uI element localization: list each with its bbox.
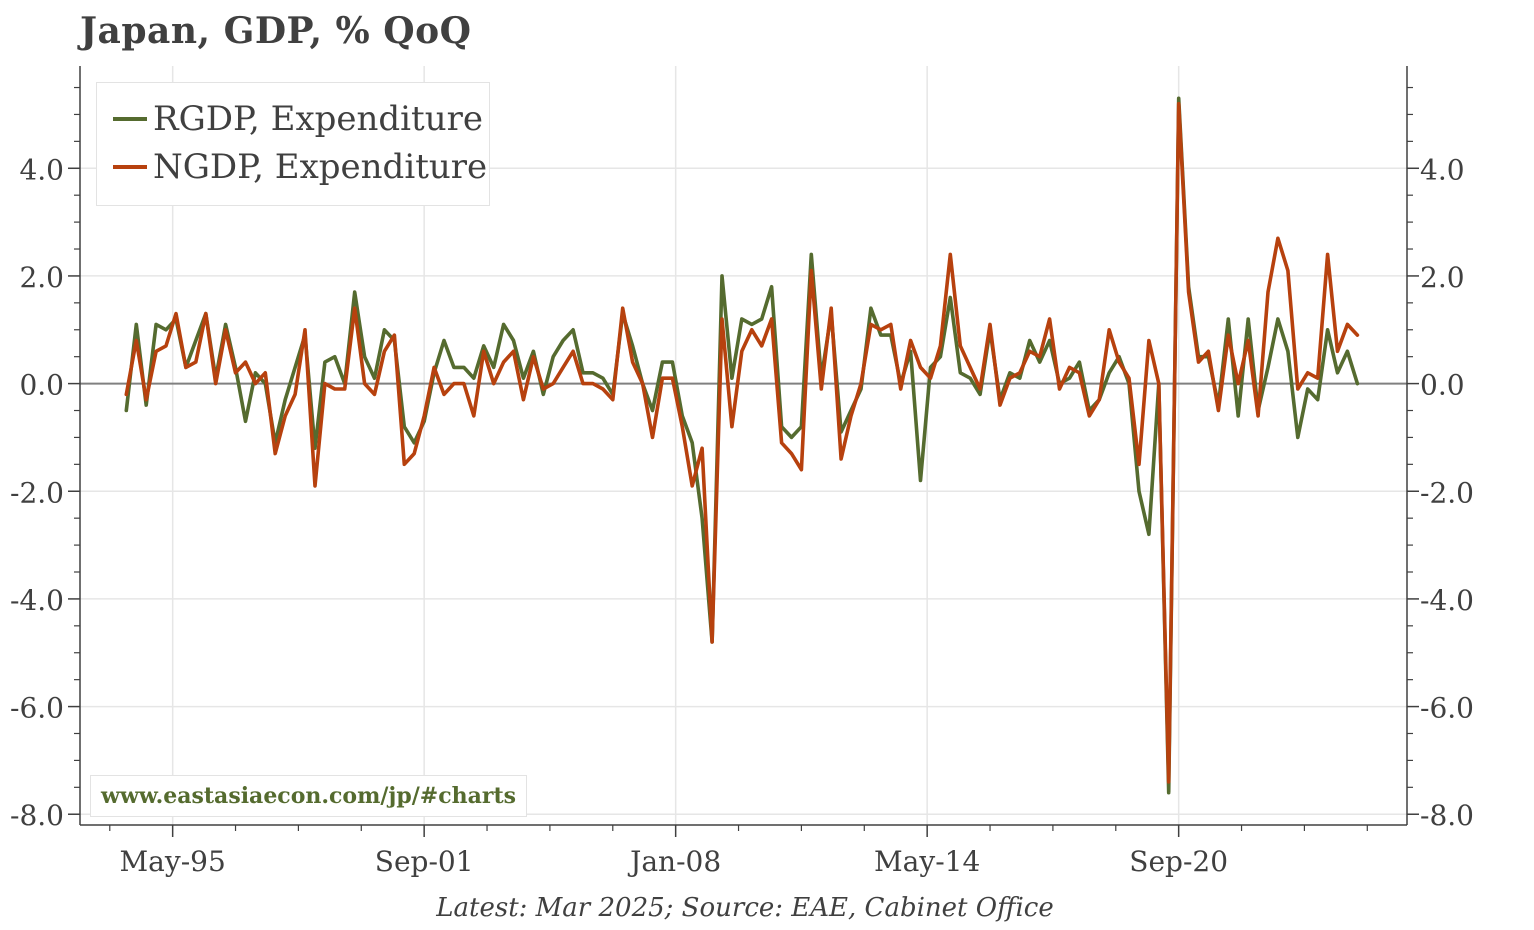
x-tick-label: Sep-01 bbox=[375, 845, 474, 878]
legend: RGDP, Expenditure NGDP, Expenditure bbox=[96, 82, 490, 206]
y-tick-label-right: -6.0 bbox=[1420, 692, 1474, 725]
y-tick-label-right: 4.0 bbox=[1420, 153, 1465, 186]
y-tick-label-right: -4.0 bbox=[1420, 584, 1474, 617]
x-tick-label: Jan-08 bbox=[627, 845, 721, 878]
y-tick-label-left: -6.0 bbox=[10, 692, 64, 725]
y-tick-label-right: -2.0 bbox=[1420, 476, 1474, 509]
y-tick-label-right: -8.0 bbox=[1420, 799, 1474, 832]
legend-label-ngdp: NGDP, Expenditure bbox=[153, 147, 488, 187]
series-line-ngdp bbox=[124, 101, 1360, 784]
chart-title: Japan, GDP, % QoQ bbox=[80, 10, 472, 52]
y-tick-label-left: -2.0 bbox=[10, 476, 64, 509]
y-tick-label-left: 4.0 bbox=[19, 153, 64, 186]
legend-item-ngdp: NGDP, Expenditure bbox=[113, 147, 487, 187]
axes: 4.0 4.0 2.0 2.0 0.0 0.0 -2.0 -2.0 -4.0 -4.0 -6.0 -6… bbox=[10, 66, 1474, 878]
legend-swatch-rgdp bbox=[113, 117, 147, 121]
y-tick-label-left: 2.0 bbox=[19, 261, 64, 294]
legend-item-rgdp: RGDP, Expenditure bbox=[113, 99, 483, 139]
y-tick-label-right: 2.0 bbox=[1420, 261, 1465, 294]
y-tick-label-left: 0.0 bbox=[19, 369, 64, 402]
grid-lines bbox=[80, 66, 1407, 825]
source-note: Latest: Mar 2025; Source: EAE, Cabinet O… bbox=[436, 893, 1054, 923]
x-tick-label: Sep-20 bbox=[1129, 845, 1228, 878]
x-tick-label: May-95 bbox=[120, 845, 226, 878]
series-line-rgdp bbox=[124, 96, 1360, 795]
watermark-url[interactable]: www.eastasiaecon.com/jp/#charts bbox=[90, 775, 528, 817]
x-tick-label: May-14 bbox=[874, 845, 980, 878]
y-tick-label-left: -8.0 bbox=[10, 799, 64, 832]
y-tick-label-right: 0.0 bbox=[1420, 369, 1465, 402]
series-lines bbox=[124, 96, 1360, 795]
legend-swatch-ngdp bbox=[113, 165, 147, 169]
y-tick-label-left: -4.0 bbox=[10, 584, 64, 617]
legend-label-rgdp: RGDP, Expenditure bbox=[153, 99, 483, 139]
